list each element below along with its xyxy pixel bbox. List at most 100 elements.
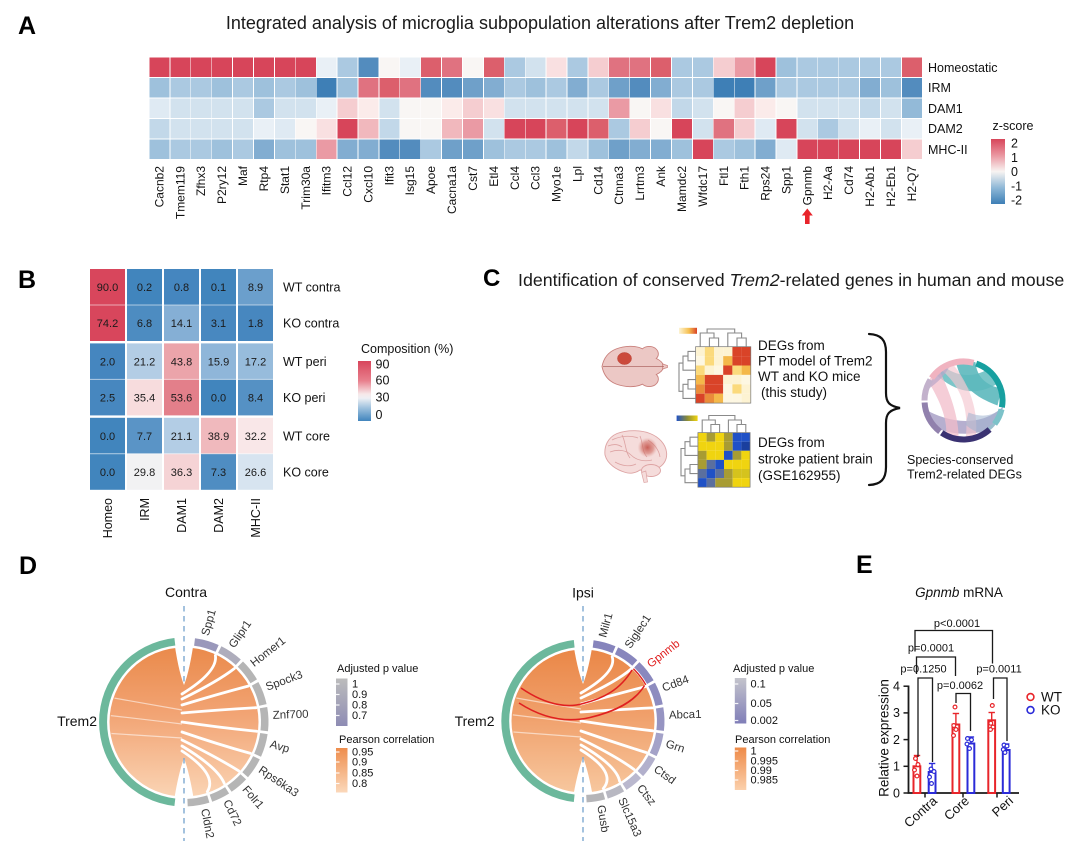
- svg-text:Isg15: Isg15: [403, 166, 417, 196]
- svg-text:p=0.0001: p=0.0001: [908, 643, 954, 655]
- svg-text:60: 60: [376, 374, 390, 388]
- svg-text:15.9: 15.9: [208, 356, 229, 368]
- svg-text:Gpnmb mRNA: Gpnmb mRNA: [915, 585, 1003, 600]
- svg-text:Cd14: Cd14: [591, 166, 605, 195]
- svg-text:Integrated analysis of microgl: Integrated analysis of microglia subpopu…: [226, 13, 854, 33]
- svg-text:6.8: 6.8: [137, 318, 152, 330]
- svg-text:0.85: 0.85: [352, 768, 373, 780]
- svg-text:17.2: 17.2: [245, 356, 266, 368]
- svg-text:Cacna1a: Cacna1a: [445, 166, 459, 214]
- svg-text:DAM1: DAM1: [175, 498, 189, 533]
- svg-text:1: 1: [751, 746, 757, 758]
- svg-text:0.0: 0.0: [211, 392, 226, 404]
- svg-text:DAM2: DAM2: [928, 122, 963, 136]
- svg-text:Relative expression: Relative expression: [877, 679, 892, 797]
- svg-text:Lpl: Lpl: [571, 166, 585, 182]
- svg-text:Tmem119: Tmem119: [173, 166, 187, 219]
- svg-text:Adjusted p value: Adjusted p value: [337, 663, 418, 675]
- svg-text:38.9: 38.9: [208, 431, 229, 443]
- svg-text:8.9: 8.9: [248, 282, 263, 294]
- svg-text:90: 90: [376, 357, 390, 371]
- svg-text:53.6: 53.6: [171, 392, 192, 404]
- svg-text:Ifitm3: Ifitm3: [320, 166, 334, 196]
- svg-text:Stat1: Stat1: [278, 166, 292, 194]
- svg-text:-2: -2: [1011, 194, 1022, 208]
- svg-text:14.1: 14.1: [171, 318, 192, 330]
- svg-text:KO core: KO core: [283, 465, 329, 479]
- svg-text:0.2: 0.2: [137, 282, 152, 294]
- svg-text:DEGs from: DEGs from: [758, 435, 825, 450]
- svg-text:Maf: Maf: [236, 165, 250, 186]
- svg-text:Etl4: Etl4: [487, 166, 501, 187]
- svg-text:IRM: IRM: [928, 81, 951, 95]
- svg-text:Avp: Avp: [268, 739, 290, 756]
- svg-text:4: 4: [893, 680, 900, 694]
- svg-text:H2-Ab1: H2-Ab1: [863, 166, 877, 207]
- svg-text:Myo1e: Myo1e: [550, 166, 564, 202]
- svg-text:Species-conserved: Species-conserved: [907, 453, 1013, 467]
- svg-text:7.7: 7.7: [137, 431, 152, 443]
- svg-text:29.8: 29.8: [134, 467, 155, 479]
- svg-text:Ccl12: Ccl12: [341, 166, 355, 197]
- svg-text:Znf700: Znf700: [273, 709, 309, 722]
- svg-text:MHC-II: MHC-II: [249, 498, 263, 538]
- svg-text:0.1: 0.1: [751, 679, 766, 691]
- svg-text:z-score: z-score: [993, 119, 1034, 133]
- svg-text:p=0.1250: p=0.1250: [900, 664, 946, 676]
- svg-text:Ccl4: Ccl4: [508, 166, 522, 190]
- svg-text:Cxcl10: Cxcl10: [361, 166, 375, 203]
- svg-text:0.9: 0.9: [352, 689, 367, 701]
- svg-text:Trem2: Trem2: [57, 713, 97, 729]
- svg-text:26.6: 26.6: [245, 467, 266, 479]
- svg-text:21.2: 21.2: [134, 356, 155, 368]
- svg-text:Cacnb2: Cacnb2: [152, 166, 166, 208]
- svg-text:43.8: 43.8: [171, 356, 192, 368]
- svg-text:36.3: 36.3: [171, 467, 192, 479]
- svg-text:35.4: 35.4: [134, 392, 155, 404]
- svg-text:Homeostatic: Homeostatic: [928, 61, 997, 75]
- svg-text:Zfhx3: Zfhx3: [194, 166, 208, 196]
- svg-text:Ftl1: Ftl1: [717, 166, 731, 186]
- svg-text:30: 30: [376, 390, 390, 404]
- svg-text:32.2: 32.2: [245, 431, 266, 443]
- svg-text:WT contra: WT contra: [283, 281, 340, 295]
- svg-text:DAM2: DAM2: [212, 498, 226, 533]
- svg-text:C: C: [483, 265, 500, 292]
- svg-text:0.7: 0.7: [352, 710, 367, 722]
- svg-text:A: A: [18, 12, 36, 40]
- svg-text:WT and KO mice: WT and KO mice: [758, 369, 861, 384]
- svg-text:H2-Eb1: H2-Eb1: [884, 166, 898, 207]
- svg-text:0.9: 0.9: [352, 757, 367, 769]
- svg-text:Homeo: Homeo: [101, 498, 115, 538]
- svg-text:0.8: 0.8: [352, 778, 367, 790]
- svg-text:Cldn2: Cldn2: [198, 808, 216, 840]
- svg-text:0: 0: [893, 786, 900, 800]
- svg-text:Fth1: Fth1: [738, 166, 752, 190]
- svg-text:MHC-II: MHC-II: [928, 143, 968, 157]
- svg-text:Apoe: Apoe: [424, 166, 438, 194]
- svg-text:DAM1: DAM1: [928, 102, 963, 116]
- svg-text:Identification of conserved Tr: Identification of conserved Trem2-relate…: [518, 270, 1064, 290]
- svg-text:D: D: [19, 552, 37, 580]
- svg-text:74.2: 74.2: [97, 318, 118, 330]
- svg-text:0: 0: [1011, 165, 1018, 179]
- svg-text:Contra: Contra: [165, 584, 207, 600]
- svg-text:(GSE162955): (GSE162955): [758, 468, 841, 483]
- svg-text:B: B: [18, 266, 36, 294]
- svg-text:90.0: 90.0: [97, 282, 118, 294]
- svg-text:Mamdc2: Mamdc2: [675, 166, 689, 212]
- svg-text:1.8: 1.8: [248, 318, 263, 330]
- svg-text:Ifit3: Ifit3: [382, 166, 396, 186]
- svg-text:Trem2-related DEGs: Trem2-related DEGs: [907, 468, 1022, 482]
- svg-text:0.8: 0.8: [352, 700, 367, 712]
- svg-text:Composition (%): Composition (%): [361, 342, 453, 356]
- svg-text:1: 1: [352, 679, 358, 691]
- svg-text:Ccl3: Ccl3: [529, 166, 543, 190]
- svg-text:Pearson correlation: Pearson correlation: [339, 734, 434, 746]
- svg-text:Rps24: Rps24: [759, 166, 773, 201]
- svg-text:0.0: 0.0: [100, 431, 115, 443]
- svg-text:Pearson correlation: Pearson correlation: [735, 734, 830, 746]
- svg-text:2.5: 2.5: [100, 392, 115, 404]
- svg-text:WT peri: WT peri: [283, 355, 327, 369]
- svg-text:2.0: 2.0: [100, 356, 115, 368]
